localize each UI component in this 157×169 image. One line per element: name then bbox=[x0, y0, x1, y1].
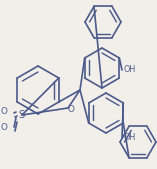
Text: O: O bbox=[1, 124, 7, 132]
Text: OH: OH bbox=[124, 134, 136, 142]
Text: S: S bbox=[19, 110, 25, 120]
Text: O: O bbox=[1, 107, 7, 116]
Text: O: O bbox=[68, 105, 74, 115]
Text: OH: OH bbox=[124, 66, 136, 75]
